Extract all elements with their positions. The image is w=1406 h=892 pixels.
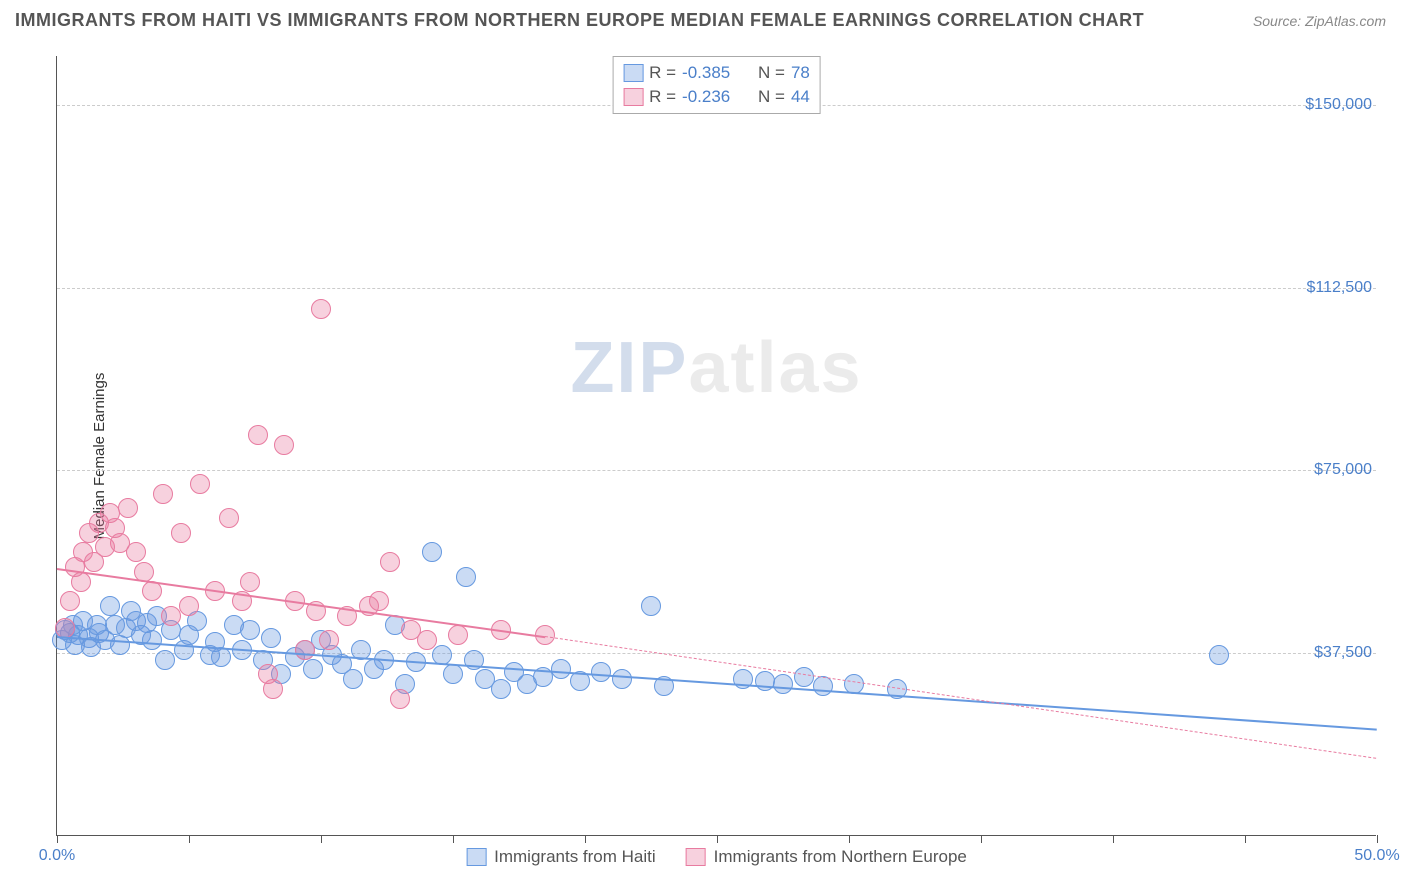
data-point-haiti [773, 674, 793, 694]
data-point-haiti [343, 669, 363, 689]
data-point-neurope [248, 425, 268, 445]
xtick-label: 0.0% [39, 847, 75, 865]
legend-series-label: Immigrants from Haiti [494, 847, 656, 867]
xtick [717, 835, 718, 843]
xtick [189, 835, 190, 843]
data-point-neurope [179, 596, 199, 616]
data-point-neurope [219, 508, 239, 528]
trend-line [545, 636, 1377, 759]
legend-stat-row: R = -0.236 N = 44 [623, 85, 810, 109]
data-point-haiti [261, 628, 281, 648]
data-point-haiti [155, 650, 175, 670]
data-point-haiti [755, 671, 775, 691]
data-point-haiti [641, 596, 661, 616]
r-value: -0.236 [682, 87, 752, 107]
data-point-neurope [295, 640, 315, 660]
n-value: 78 [791, 63, 810, 83]
legend-series-item: Immigrants from Northern Europe [686, 847, 967, 867]
watermark: ZIPatlas [570, 327, 862, 409]
data-point-haiti [794, 667, 814, 687]
data-point-neurope [369, 591, 389, 611]
source-label: Source: ZipAtlas.com [1253, 13, 1386, 29]
ytick-label: $150,000 [1305, 96, 1376, 114]
xtick [1245, 835, 1246, 843]
xtick [849, 835, 850, 843]
r-label: R = [649, 63, 676, 83]
data-point-haiti [456, 567, 476, 587]
data-point-neurope [417, 630, 437, 650]
data-point-haiti [211, 647, 231, 667]
data-point-neurope [190, 474, 210, 494]
data-point-haiti [1209, 645, 1229, 665]
gridline-h [57, 288, 1376, 289]
ytick-label: $112,500 [1306, 279, 1376, 297]
xtick [321, 835, 322, 843]
data-point-neurope [60, 591, 80, 611]
data-point-haiti [110, 635, 130, 655]
chart-container: Median Female Earnings ZIPatlas R =-0.38… [46, 56, 1392, 856]
data-point-neurope [263, 679, 283, 699]
legend-series-item: Immigrants from Haiti [466, 847, 656, 867]
data-point-haiti [612, 669, 632, 689]
data-point-haiti [240, 620, 260, 640]
r-label: R = [649, 87, 676, 107]
data-point-neurope [311, 299, 331, 319]
trend-line [57, 636, 1377, 731]
xtick [981, 835, 982, 843]
ytick-label: $37,500 [1314, 644, 1376, 662]
data-point-neurope [153, 484, 173, 504]
data-point-haiti [100, 596, 120, 616]
data-point-haiti [591, 662, 611, 682]
data-point-haiti [303, 659, 323, 679]
data-point-neurope [171, 523, 191, 543]
legend-stat-row: R = -0.385 N = 78 [623, 61, 810, 85]
n-label: N = [758, 87, 785, 107]
plot-area: ZIPatlas R =-0.385N =78R =-0.236N =44 Im… [56, 56, 1376, 836]
xtick [1113, 835, 1114, 843]
data-point-haiti [422, 542, 442, 562]
legend-swatch [623, 64, 643, 82]
legend-series-label: Immigrants from Northern Europe [714, 847, 967, 867]
r-value: -0.385 [682, 63, 752, 83]
chart-title: IMMIGRANTS FROM HAITI VS IMMIGRANTS FROM… [15, 10, 1144, 31]
legend-swatch [466, 848, 486, 866]
data-point-neurope [390, 689, 410, 709]
data-point-neurope [55, 618, 75, 638]
data-point-neurope [118, 498, 138, 518]
data-point-neurope [240, 572, 260, 592]
data-point-neurope [71, 572, 91, 592]
data-point-neurope [274, 435, 294, 455]
data-point-haiti [491, 679, 511, 699]
data-point-haiti [142, 630, 162, 650]
data-point-haiti [813, 676, 833, 696]
data-point-haiti [551, 659, 571, 679]
xtick [1377, 835, 1378, 843]
series-legend: Immigrants from Haiti Immigrants from Nor… [466, 847, 967, 867]
xtick-label: 50.0% [1354, 847, 1399, 865]
correlation-legend: R = -0.385 N = 78 R = -0.236 N = 44 [612, 56, 821, 114]
data-point-haiti [443, 664, 463, 684]
xtick [453, 835, 454, 843]
gridline-h [57, 470, 1376, 471]
data-point-neurope [126, 542, 146, 562]
ytick-label: $75,000 [1314, 461, 1376, 479]
data-point-neurope [448, 625, 468, 645]
data-point-neurope [319, 630, 339, 650]
xtick [57, 835, 58, 843]
data-point-neurope [380, 552, 400, 572]
n-label: N = [758, 63, 785, 83]
n-value: 44 [791, 87, 810, 107]
legend-swatch [686, 848, 706, 866]
legend-swatch [623, 88, 643, 106]
xtick [585, 835, 586, 843]
data-point-neurope [161, 606, 181, 626]
